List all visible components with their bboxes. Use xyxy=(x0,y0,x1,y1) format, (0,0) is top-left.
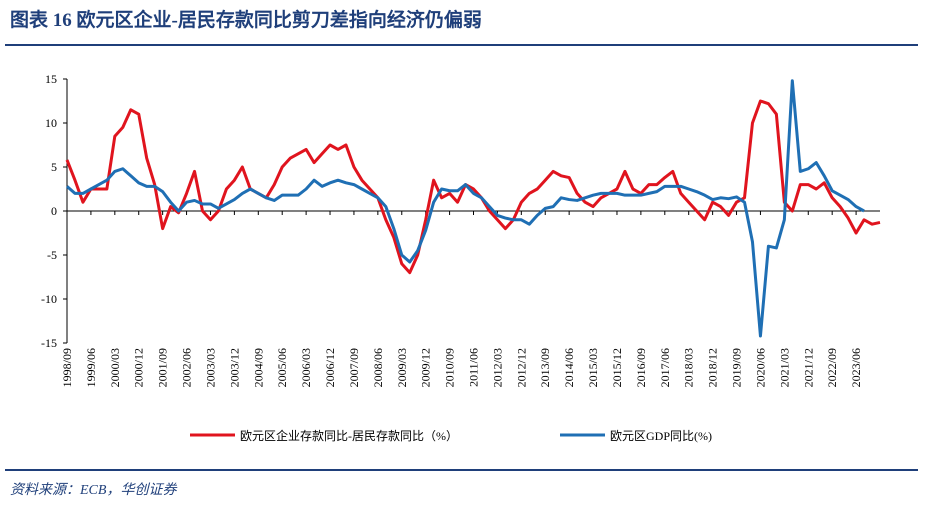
x-tick-label: 2006/03 xyxy=(299,348,313,387)
y-tick-label: 5 xyxy=(51,160,57,174)
x-tick-label: 2022/09 xyxy=(825,348,839,387)
x-tick-label: 2014/06 xyxy=(562,348,576,387)
x-tick-label: 2008/06 xyxy=(371,348,385,387)
x-tick-label: 2023/06 xyxy=(849,348,863,387)
x-tick-label: 2010/09 xyxy=(443,348,457,387)
chart-title: 图表 16 欧元区企业-居民存款同比剪刀差指向经济仍偏弱 xyxy=(10,8,482,31)
x-tick-label: 2011/06 xyxy=(467,348,481,387)
x-tick-label: 2013/09 xyxy=(538,348,552,387)
x-tick-label: 2015/12 xyxy=(610,348,624,387)
x-tick-label: 2018/03 xyxy=(682,348,696,387)
x-tick-label: 2020/06 xyxy=(753,348,767,387)
y-tick-label: 0 xyxy=(51,204,57,218)
y-tick-label: -10 xyxy=(41,292,57,306)
legend-label: 欧元区企业存款同比-居民存款同比（%） xyxy=(240,428,458,443)
x-tick-label: 2007/09 xyxy=(347,348,361,387)
x-tick-label: 2009/12 xyxy=(419,348,433,387)
x-tick-label: 2015/03 xyxy=(586,348,600,387)
source: 资料来源：ECB，华创证券 xyxy=(10,482,177,498)
x-tick-label: 2000/12 xyxy=(132,348,146,387)
x-tick-label: 2006/12 xyxy=(323,348,337,387)
series-line xyxy=(65,99,881,275)
x-tick-label: 2009/03 xyxy=(395,348,409,387)
x-tick-label: 2021/12 xyxy=(801,348,815,387)
x-tick-label: 2021/03 xyxy=(777,348,791,387)
legend-label: 欧元区GDP同比(%) xyxy=(610,429,712,443)
x-tick-label: 2016/09 xyxy=(634,348,648,387)
x-tick-label: 2005/06 xyxy=(275,348,289,387)
x-tick-label: 2003/12 xyxy=(227,348,241,387)
y-tick-label: -15 xyxy=(41,336,57,350)
x-tick-label: 2019/09 xyxy=(730,348,744,387)
x-tick-label: 2012/03 xyxy=(490,348,504,387)
x-tick-label: 2004/09 xyxy=(251,348,265,387)
x-tick-label: 1998/09 xyxy=(60,348,74,387)
y-tick-label: -5 xyxy=(47,248,57,262)
x-tick-label: 1999/06 xyxy=(84,348,98,387)
x-tick-label: 2002/06 xyxy=(180,348,194,387)
x-tick-label: 2003/03 xyxy=(203,348,217,387)
y-tick-label: 10 xyxy=(45,116,57,130)
x-tick-label: 2017/06 xyxy=(658,348,672,387)
y-tick-label: 15 xyxy=(45,72,57,86)
x-tick-label: 2001/09 xyxy=(156,348,170,387)
x-tick-label: 2018/12 xyxy=(706,348,720,387)
x-tick-label: 2000/03 xyxy=(108,348,122,387)
series-line xyxy=(66,79,865,338)
x-tick-label: 2012/12 xyxy=(514,348,528,387)
